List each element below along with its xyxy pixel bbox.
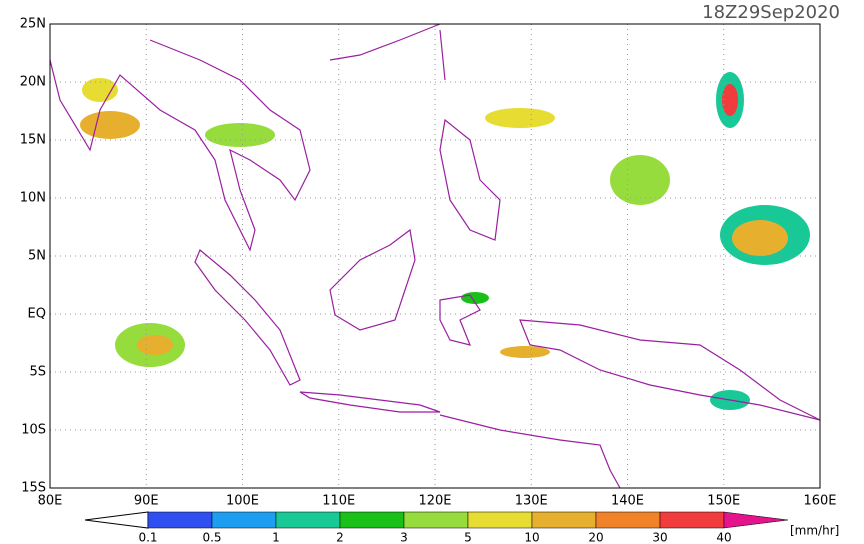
- colorbar-label: 0.1: [138, 531, 157, 544]
- rain-cell: [485, 108, 555, 128]
- rain-cell: [205, 123, 275, 147]
- rain-cell: [732, 220, 788, 256]
- lon-label: 160E: [803, 494, 836, 509]
- coastline: [329, 23, 501, 241]
- lon-label: 130E: [515, 494, 548, 509]
- colorbar-label: 40: [716, 531, 731, 544]
- coastline: [329, 228, 416, 331]
- coastline: [519, 319, 821, 421]
- colorbar: 0.1 0.5 1 2 3 5 10 20 30 40: [84, 511, 789, 544]
- colorbar-label: 5: [464, 531, 472, 544]
- colorbar-box: [403, 511, 469, 529]
- coastline: [299, 391, 441, 413]
- colorbar-box: [595, 511, 661, 529]
- map-frame: [49, 23, 821, 489]
- colorbar-label: 30: [652, 531, 667, 544]
- coastline: [49, 39, 311, 252]
- colorbar-box: [147, 511, 213, 529]
- rain-cell: [610, 155, 670, 205]
- colorbar-high-end: [723, 511, 789, 529]
- lon-label: 80E: [38, 494, 63, 509]
- title: 18Z29Sep2020: [702, 2, 840, 23]
- lon-label: 110E: [322, 494, 355, 509]
- colorbar-box: [467, 511, 533, 529]
- rain-cell: [137, 335, 173, 355]
- lon-label: 100E: [226, 494, 259, 509]
- lon-label: 140E: [611, 494, 644, 509]
- rain-cell: [80, 111, 140, 139]
- colorbar-box: [275, 511, 341, 529]
- lat-label: 5N: [28, 249, 46, 264]
- lat-label: 15N: [20, 133, 46, 148]
- lon-label: 150E: [707, 494, 740, 509]
- colorbar-unit: [mm/hr]: [790, 524, 839, 538]
- graticule: [50, 24, 820, 488]
- colorbar-box: [659, 511, 725, 529]
- precipitation: [80, 72, 810, 410]
- lon-label: 120E: [418, 494, 451, 509]
- lat-label: EQ: [28, 307, 46, 322]
- coastline: [439, 414, 621, 489]
- colorbar-label: 0.5: [202, 531, 221, 544]
- colorbar-label: 20: [588, 531, 603, 544]
- rain-cell: [82, 78, 118, 102]
- rain-cell: [722, 84, 738, 116]
- colorbar-box: [211, 511, 277, 529]
- lon-label: 90E: [134, 494, 159, 509]
- lat-label: 10S: [21, 423, 46, 438]
- coastlines: [49, 23, 821, 489]
- colorbar-label: 1: [272, 531, 280, 544]
- colorbar-box: [531, 511, 597, 529]
- rain-cell: [500, 346, 550, 358]
- colorbar-box: [339, 511, 405, 529]
- coastline: [439, 294, 481, 346]
- colorbar-label: 10: [524, 531, 539, 544]
- lat-label: 5S: [29, 365, 46, 380]
- coastline: [194, 249, 301, 386]
- lat-label: 10N: [20, 191, 46, 206]
- colorbar-label: 2: [336, 531, 344, 544]
- colorbar-low-end: [84, 511, 149, 529]
- lat-label: 20N: [20, 75, 46, 90]
- colorbar-label: 3: [400, 531, 408, 544]
- lat-label: 15S: [21, 481, 46, 496]
- lat-label: 25N: [20, 17, 46, 32]
